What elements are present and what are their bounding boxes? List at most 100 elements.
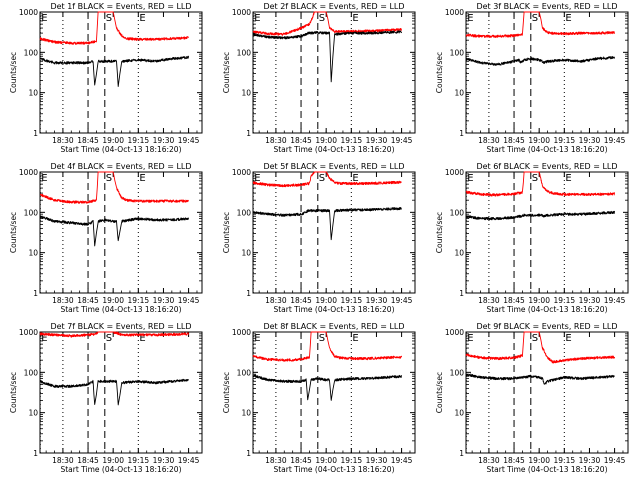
y-tick-label: 1000 — [232, 328, 251, 337]
x-tick-label: 19:15 — [128, 136, 150, 145]
y-axis-label: Counts/sec — [9, 52, 18, 93]
event-marker-label: S — [532, 333, 538, 344]
chart-title: Det 3f BLACK = Events, RED = LLD — [476, 2, 617, 11]
x-tick-label: 18:30 — [478, 136, 500, 145]
plot-frame — [39, 331, 203, 454]
x-tick-label: 19:45 — [391, 296, 413, 305]
x-tick-label: 19:45 — [391, 136, 413, 145]
chart-title: Det 7f BLACK = Events, RED = LLD — [50, 322, 191, 331]
chart-title: Det 4f BLACK = Events, RED = LLD — [50, 162, 191, 171]
x-tick-label: 18:30 — [52, 456, 74, 465]
x-tick-label: 19:30 — [366, 296, 388, 305]
series-events-line — [252, 30, 403, 83]
series-lld-line — [252, 171, 402, 188]
y-tick-label: 1000 — [19, 168, 38, 177]
series-events-line — [39, 55, 190, 87]
series-events-line — [465, 373, 615, 385]
y-tick-label: 100 — [237, 368, 252, 377]
x-tick-label: 19:30 — [366, 136, 388, 145]
x-tick-label: 18:45 — [290, 456, 312, 465]
series-lld-line — [39, 331, 190, 338]
x-tick-label: 19:45 — [391, 456, 413, 465]
event-marker-label: E — [467, 333, 473, 344]
x-tick-label: 19:30 — [153, 296, 175, 305]
x-tick-label: 18:30 — [478, 296, 500, 305]
chart-title: Det 2f BLACK = Events, RED = LLD — [263, 2, 404, 11]
panel-6: Det 6f BLACK = Events, RED = LLD 1 10 100 10… — [435, 162, 629, 314]
y-tick-label: 10 — [454, 249, 464, 258]
y-tick-label: 10 — [28, 249, 38, 258]
x-axis-label: Start Time (04-Oct-13 18:16:20) — [60, 465, 181, 474]
y-tick-label: 1 — [33, 289, 38, 298]
y-tick-label: 1 — [33, 129, 38, 138]
x-tick-label: 19:15 — [554, 136, 576, 145]
series-events-line — [252, 374, 403, 401]
y-tick-label: 10 — [241, 249, 251, 258]
event-marker-label: E — [254, 333, 260, 344]
panel-1: Det 1f BLACK = Events, RED = LLD 1 10 100 10… — [9, 2, 203, 154]
x-axis-label: Start Time (04-Oct-13 18:16:20) — [273, 145, 394, 154]
event-marker-label: E — [41, 13, 47, 24]
x-tick-label: 19:30 — [366, 456, 388, 465]
y-tick-label: 100 — [450, 208, 465, 217]
chart-title: Det 9f BLACK = Events, RED = LLD — [476, 322, 617, 331]
event-marker-label: E — [254, 13, 260, 24]
y-tick-label: 10 — [28, 89, 38, 98]
x-tick-label: 19:45 — [178, 456, 200, 465]
x-tick-label: 18:45 — [77, 296, 99, 305]
event-marker-label: E — [565, 13, 571, 24]
x-tick-label: 18:30 — [265, 456, 287, 465]
x-tick-label: 19:00 — [528, 296, 550, 305]
y-tick-label: 100 — [237, 48, 252, 57]
chart-title: Det 1f BLACK = Events, RED = LLD — [50, 2, 191, 11]
panel-4: Det 4f BLACK = Events, RED = LLD 1 10 100 10… — [9, 162, 203, 314]
event-marker-label: S — [319, 333, 325, 344]
x-tick-label: 19:30 — [153, 456, 175, 465]
event-marker-label: S — [532, 13, 538, 24]
event-marker-label: E — [139, 333, 145, 344]
event-marker-label: S — [106, 333, 112, 344]
series-lld-line — [39, 11, 189, 45]
plot-frame — [252, 331, 416, 454]
y-tick-label: 10 — [241, 409, 251, 418]
x-tick-label: 19:00 — [315, 136, 337, 145]
x-tick-label: 19:00 — [528, 456, 550, 465]
y-tick-label: 1 — [459, 449, 464, 458]
x-axis-label: Start Time (04-Oct-13 18:16:20) — [273, 465, 394, 474]
x-tick-label: 19:45 — [178, 296, 200, 305]
x-tick-label: 18:45 — [290, 296, 312, 305]
series-lld-line — [39, 171, 189, 204]
event-marker-label: E — [139, 13, 145, 24]
x-tick-label: 19:15 — [341, 456, 363, 465]
x-tick-label: 19:15 — [341, 136, 363, 145]
x-tick-label: 19:45 — [178, 136, 200, 145]
x-tick-label: 18:30 — [52, 136, 74, 145]
y-axis-label: Counts/sec — [222, 372, 231, 413]
y-tick-label: 1000 — [445, 8, 464, 17]
y-axis-label: Counts/sec — [435, 372, 444, 413]
event-marker-label: E — [139, 173, 145, 184]
x-tick-label: 19:15 — [128, 456, 150, 465]
plot-frame — [465, 331, 629, 454]
event-marker-label: E — [565, 173, 571, 184]
x-tick-label: 19:15 — [554, 456, 576, 465]
series-lld-line — [252, 331, 403, 362]
event-marker-label: E — [254, 173, 260, 184]
event-marker-label: S — [532, 173, 538, 184]
plot-frame — [39, 11, 203, 134]
event-marker-label: S — [319, 13, 325, 24]
series-events-line — [465, 210, 616, 221]
y-tick-label: 100 — [450, 48, 465, 57]
x-tick-label: 18:45 — [503, 456, 525, 465]
y-tick-label: 1 — [246, 449, 251, 458]
x-tick-label: 18:45 — [503, 136, 525, 145]
series-events-line — [252, 206, 403, 241]
series-events-line — [465, 56, 616, 66]
panel-2: Det 2f BLACK = Events, RED = LLD 1 10 100 10… — [222, 2, 416, 154]
x-axis-label: Start Time (04-Oct-13 18:16:20) — [486, 465, 607, 474]
x-tick-label: 19:30 — [579, 296, 601, 305]
x-tick-label: 19:45 — [604, 296, 626, 305]
x-tick-label: 18:30 — [265, 136, 287, 145]
y-tick-label: 1000 — [19, 328, 38, 337]
